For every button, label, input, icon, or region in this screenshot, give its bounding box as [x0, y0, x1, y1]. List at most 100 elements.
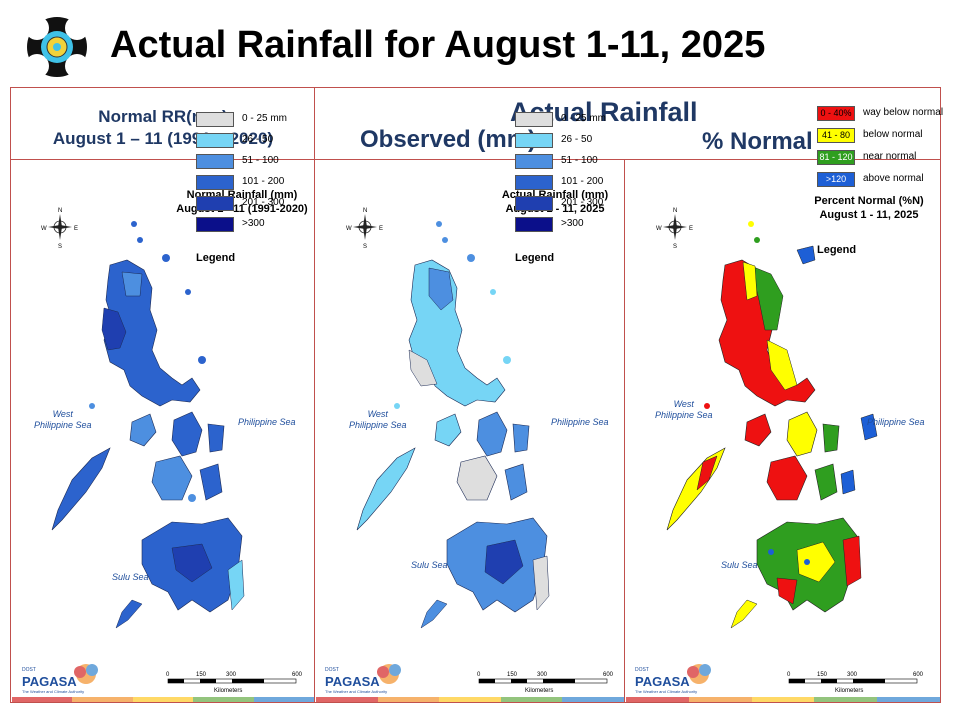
pagasa-wordmark: PAGASA	[22, 674, 77, 689]
strip-segment	[439, 697, 501, 702]
map-title: Percent Normal (%N) August 1 - 11, 2025	[807, 194, 931, 222]
page-title: Actual Rainfall for August 1-11, 2025	[110, 24, 766, 66]
scale-tick: 150	[196, 672, 207, 678]
legend-swatch: >120	[817, 172, 855, 187]
west-sea-line1: West	[367, 409, 388, 419]
normal-rainfall-map	[51, 221, 245, 629]
legend-label: above normal	[863, 173, 924, 184]
compass-n: N	[363, 208, 367, 214]
west-philippine-sea-label: West Philippine Sea	[655, 399, 713, 421]
west-sea-line2: Philippine Sea	[349, 420, 407, 430]
compass-n: N	[673, 208, 677, 214]
scale-tick: 0	[477, 672, 481, 678]
pagasa-emblem-logo	[22, 14, 92, 80]
strip-segment	[814, 697, 878, 702]
compass-icon: N S W E	[346, 208, 383, 250]
strip-segment	[877, 697, 940, 702]
normal-rr-line1: Normal RR(mm)	[98, 107, 228, 126]
compass-icon: N S W E	[656, 208, 693, 250]
pagasa-top-text: DOST	[22, 667, 36, 673]
strip-segment	[500, 697, 563, 702]
actual-rainfall-panel: N S W E Actual Rainfall (mm) August 1 - …	[315, 112, 624, 701]
percent-normal-panel: N S W E Percent Normal (%N) August 1 - 1…	[625, 106, 943, 701]
compass-w: W	[41, 226, 47, 232]
west-sea-line2: Philippine Sea	[34, 420, 92, 430]
scale-tick: 150	[507, 672, 518, 678]
legend-label: 51 - 100	[561, 155, 598, 166]
pagasa-top-text: DOST	[635, 667, 649, 673]
divider-1	[314, 87, 315, 703]
compass-e: E	[379, 226, 383, 232]
pagasa-tagline: The Weather and Climate Authority	[325, 689, 387, 694]
legend-swatch: 81 - 120	[817, 150, 855, 165]
legend-label: >300	[242, 218, 265, 229]
sulu-sea-label: Sulu Sea	[112, 572, 149, 582]
legend-swatch	[196, 175, 234, 190]
scale-tick: 600	[292, 672, 303, 678]
percent-normal-map	[666, 221, 878, 629]
divider-2	[624, 159, 625, 703]
legend-swatch	[515, 196, 553, 211]
strip-segment	[193, 697, 254, 702]
observed-header: Observed (mm)	[360, 126, 537, 153]
legend-label: 201 - 300	[242, 197, 285, 208]
compass-s: S	[673, 244, 677, 250]
legend-label: near normal	[863, 151, 917, 162]
pagasa-wordmark: PAGASA	[635, 674, 690, 689]
pagasa-logo: DOST PAGASA The Weather and Climate Auth…	[323, 662, 407, 701]
compass-w: W	[346, 226, 352, 232]
pagasa-logo: DOST PAGASA The Weather and Climate Auth…	[633, 662, 717, 701]
legend-label: >300	[561, 218, 584, 229]
compass-e: E	[74, 226, 78, 232]
philippine-sea-label: Philippine Sea	[238, 417, 296, 427]
legend-label: 201 - 300	[561, 197, 604, 208]
header-divider	[10, 159, 941, 160]
scale-bar: 0 150 300 600 Kilometers	[783, 668, 933, 701]
scale-tick: 600	[603, 672, 614, 678]
pagasa-tagline: The Weather and Climate Authority	[22, 689, 84, 694]
scale-tick: 300	[537, 672, 548, 678]
legend-label: 51 - 100	[242, 155, 279, 166]
scale-unit: Kilometers	[214, 688, 242, 694]
legend-title: Legend	[196, 252, 236, 264]
philippine-sea-label: Philippine Sea	[867, 417, 925, 427]
scale-unit: Kilometers	[835, 688, 863, 694]
compass-s: S	[58, 244, 62, 250]
strip-segment	[688, 697, 752, 702]
pagasa-wordmark: PAGASA	[325, 674, 380, 689]
pagasa-top-text: DOST	[325, 667, 339, 673]
legend-title: Legend	[515, 252, 555, 264]
legend-swatch	[515, 154, 553, 169]
compass-n: N	[58, 208, 62, 214]
strip-segment	[253, 697, 314, 702]
legend-label: 101 - 200	[242, 176, 285, 187]
west-philippine-sea-label: West Philippine Sea	[34, 409, 92, 431]
actual-rainfall-map	[356, 221, 550, 629]
pagasa-tagline: The Weather and Climate Authority	[635, 689, 697, 694]
strip-segment	[626, 697, 689, 702]
compass-w: W	[656, 226, 662, 232]
west-sea-line2: Philippine Sea	[655, 410, 713, 420]
map-title-line1: Percent Normal (%N)	[814, 195, 924, 207]
sulu-sea-label: Sulu Sea	[721, 560, 758, 570]
strip-segment	[12, 697, 73, 702]
legend-swatch	[515, 175, 553, 190]
scale-unit: Kilometers	[525, 688, 553, 694]
strip-segment	[72, 697, 133, 702]
scale-tick: 150	[817, 672, 828, 678]
west-sea-line1: West	[673, 399, 694, 409]
legend-swatch	[196, 154, 234, 169]
percent-normal-header: % Normal	[702, 128, 813, 155]
scale-bar: 0 150 300 600 Kilometers	[473, 668, 623, 701]
strip-segment	[562, 697, 624, 702]
normal-rainfall-panel: N S W E Normal Rainfall (mm) August 1 - …	[12, 112, 314, 701]
scale-tick: 300	[847, 672, 858, 678]
pagasa-logo: DOST PAGASA The Weather and Climate Auth…	[20, 662, 104, 701]
strip-segment	[751, 697, 815, 702]
legend-title: Legend	[817, 244, 857, 256]
strip-segment	[132, 697, 194, 702]
legend-swatch	[515, 217, 553, 232]
scale-tick: 300	[226, 672, 237, 678]
scale-tick: 600	[913, 672, 924, 678]
scale-tick: 0	[787, 672, 791, 678]
